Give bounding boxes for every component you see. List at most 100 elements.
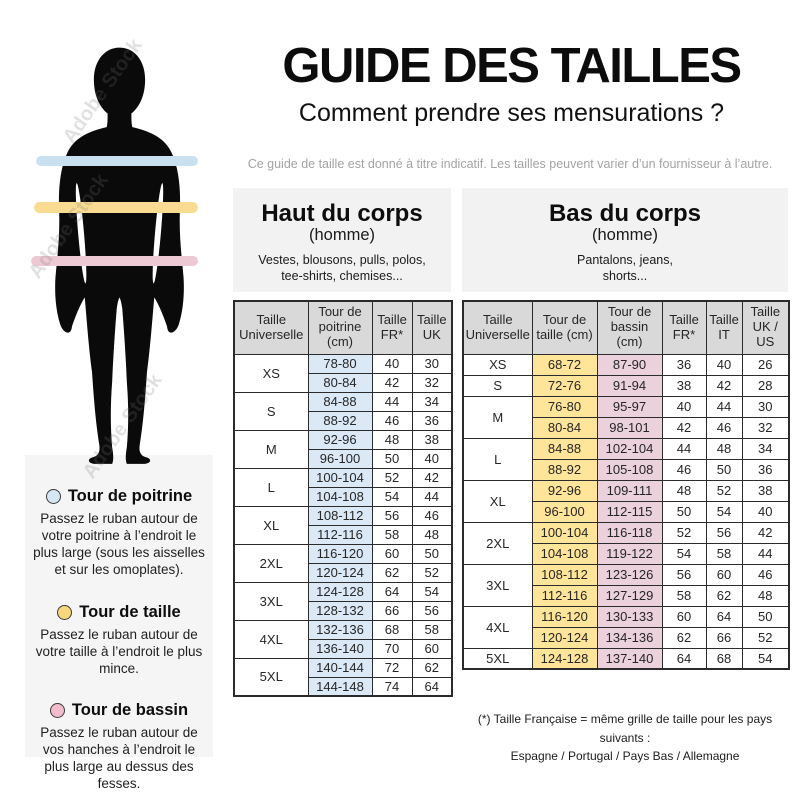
value-cell: 32 bbox=[411, 372, 453, 393]
upper-section-description: Vestes, blousons, pulls, polos, tee-shir… bbox=[258, 253, 426, 284]
value-cell: 124-128 bbox=[531, 647, 598, 670]
value-cell: 128-132 bbox=[307, 600, 373, 621]
value-cell: 40 bbox=[705, 353, 743, 376]
table-row: 104-108 54 44 bbox=[234, 486, 453, 507]
value-cell: 36 bbox=[411, 410, 453, 431]
value-cell: 50 bbox=[371, 448, 413, 469]
value-cell: 104-108 bbox=[307, 486, 373, 507]
value-cell: 32 bbox=[741, 416, 790, 439]
value-cell: 76-80 bbox=[531, 395, 598, 418]
value-cell: 58 bbox=[371, 524, 413, 545]
value-cell: 84-88 bbox=[531, 437, 598, 460]
value-cell: 40 bbox=[411, 448, 453, 469]
value-cell: 46 bbox=[411, 505, 453, 526]
size-cell: XL bbox=[462, 479, 533, 523]
value-cell: 48 bbox=[741, 584, 790, 607]
value-cell: 112-115 bbox=[596, 500, 663, 523]
chest-measure-band bbox=[36, 156, 198, 166]
size-cell: 3XL bbox=[462, 563, 533, 607]
value-cell: 62 bbox=[705, 584, 743, 607]
legend-title-chest: Tour de poitrine bbox=[67, 487, 193, 505]
upper-section-title: Haut du corps bbox=[261, 200, 423, 227]
table-row: 5XL 124-128 137-140 64 68 54 bbox=[462, 647, 790, 670]
value-cell: 112-116 bbox=[307, 524, 373, 545]
upper-body-size-table: Taille Universelle Tour de poitrine (cm) T… bbox=[233, 300, 453, 697]
value-cell: 52 bbox=[741, 626, 790, 649]
value-cell: 58 bbox=[661, 584, 707, 607]
value-cell: 68-72 bbox=[531, 353, 598, 376]
value-cell: 40 bbox=[661, 395, 707, 418]
table-row: M 92-96 48 38 bbox=[233, 429, 453, 469]
value-cell: 123-126 bbox=[596, 563, 663, 586]
waist-measure-band bbox=[34, 202, 198, 213]
value-cell: 54 bbox=[741, 647, 790, 670]
lower-body-size-table: Taille Universelle Tour de taille (cm) Tou… bbox=[462, 300, 790, 670]
value-cell: 68 bbox=[705, 647, 743, 670]
lower-section-description: Pantalons, jeans, shorts... bbox=[577, 253, 673, 284]
size-cell: XS bbox=[462, 353, 533, 376]
value-cell: 28 bbox=[741, 374, 790, 397]
size-cell: 5XL bbox=[462, 647, 533, 670]
page-subtitle: Comment prendre ses mensurations ? bbox=[298, 98, 725, 127]
header-row: Taille Universelle Tour de taille (cm) Tou… bbox=[462, 300, 790, 355]
value-cell: 119-122 bbox=[596, 542, 663, 565]
value-cell: 116-120 bbox=[307, 543, 373, 564]
value-cell: 105-108 bbox=[596, 458, 663, 481]
value-cell: 50 bbox=[705, 458, 743, 481]
disclaimer-text: Ce guide de taille est donné à titre ind… bbox=[247, 157, 773, 171]
value-cell: 58 bbox=[411, 619, 453, 640]
table-row: 80-84 98-101 42 46 32 bbox=[463, 416, 790, 439]
value-cell: 96-100 bbox=[307, 448, 373, 469]
footnote-line-1: (*) Taille Française = même grille de ta… bbox=[477, 712, 773, 745]
upper-section-subtitle: (homme) bbox=[308, 226, 375, 245]
value-cell: 64 bbox=[371, 581, 413, 602]
value-cell: 88-92 bbox=[531, 458, 598, 481]
table-row: 96-100 50 40 bbox=[234, 448, 453, 469]
value-cell: 54 bbox=[371, 486, 413, 507]
value-cell: 130-133 bbox=[596, 605, 663, 628]
value-cell: 50 bbox=[411, 543, 453, 564]
value-cell: 80-84 bbox=[531, 416, 598, 439]
table-row: 2XL 100-104 116-118 52 56 42 bbox=[462, 521, 790, 565]
value-cell: 84-88 bbox=[307, 391, 373, 412]
legend-item-waist: Tour de taille Passez le ruban autour de… bbox=[33, 603, 205, 677]
value-cell: 134-136 bbox=[596, 626, 663, 649]
value-cell: 46 bbox=[661, 458, 707, 481]
column-header: Taille UK / US bbox=[741, 300, 790, 355]
value-cell: 52 bbox=[371, 467, 413, 488]
value-cell: 140-144 bbox=[307, 657, 373, 678]
value-cell: 104-108 bbox=[531, 542, 598, 565]
value-cell: 38 bbox=[661, 374, 707, 397]
size-cell: 4XL bbox=[233, 619, 309, 659]
value-cell: 108-112 bbox=[307, 505, 373, 526]
legend-panel: Tour de poitrine Passez le ruban autour … bbox=[25, 455, 213, 791]
value-cell: 102-104 bbox=[596, 437, 663, 460]
value-cell: 52 bbox=[661, 521, 707, 544]
upper-body-section-header: Haut du corps (homme) Vestes, blousons, … bbox=[233, 188, 451, 292]
value-cell: 54 bbox=[705, 500, 743, 523]
table-row: M 76-80 95-97 40 44 30 bbox=[462, 395, 790, 439]
value-cell: 88-92 bbox=[307, 410, 373, 431]
value-cell: 64 bbox=[411, 676, 453, 697]
size-cell: M bbox=[233, 429, 309, 469]
table-row: 120-124 62 52 bbox=[234, 562, 453, 583]
size-cell: S bbox=[462, 374, 533, 397]
table-row: S 84-88 44 34 bbox=[233, 391, 453, 431]
value-cell: 44 bbox=[661, 437, 707, 460]
value-cell: 42 bbox=[371, 372, 413, 393]
value-cell: 116-120 bbox=[531, 605, 598, 628]
value-cell: 46 bbox=[705, 416, 743, 439]
value-cell: 64 bbox=[705, 605, 743, 628]
value-cell: 74 bbox=[371, 676, 413, 697]
table-row: 144-148 74 64 bbox=[234, 676, 453, 697]
value-cell: 120-124 bbox=[307, 562, 373, 583]
value-cell: 124-128 bbox=[307, 581, 373, 602]
value-cell: 137-140 bbox=[596, 647, 663, 670]
legend-text-waist: Passez le ruban autour de votre taille à… bbox=[35, 626, 203, 676]
table-row: 80-84 42 32 bbox=[234, 372, 453, 393]
size-cell: S bbox=[233, 391, 309, 431]
value-cell: 56 bbox=[661, 563, 707, 586]
value-cell: 62 bbox=[371, 562, 413, 583]
title-block: GUIDE DES TAILLES Comment prendre ses me… bbox=[233, 39, 790, 128]
value-cell: 98-101 bbox=[596, 416, 663, 439]
